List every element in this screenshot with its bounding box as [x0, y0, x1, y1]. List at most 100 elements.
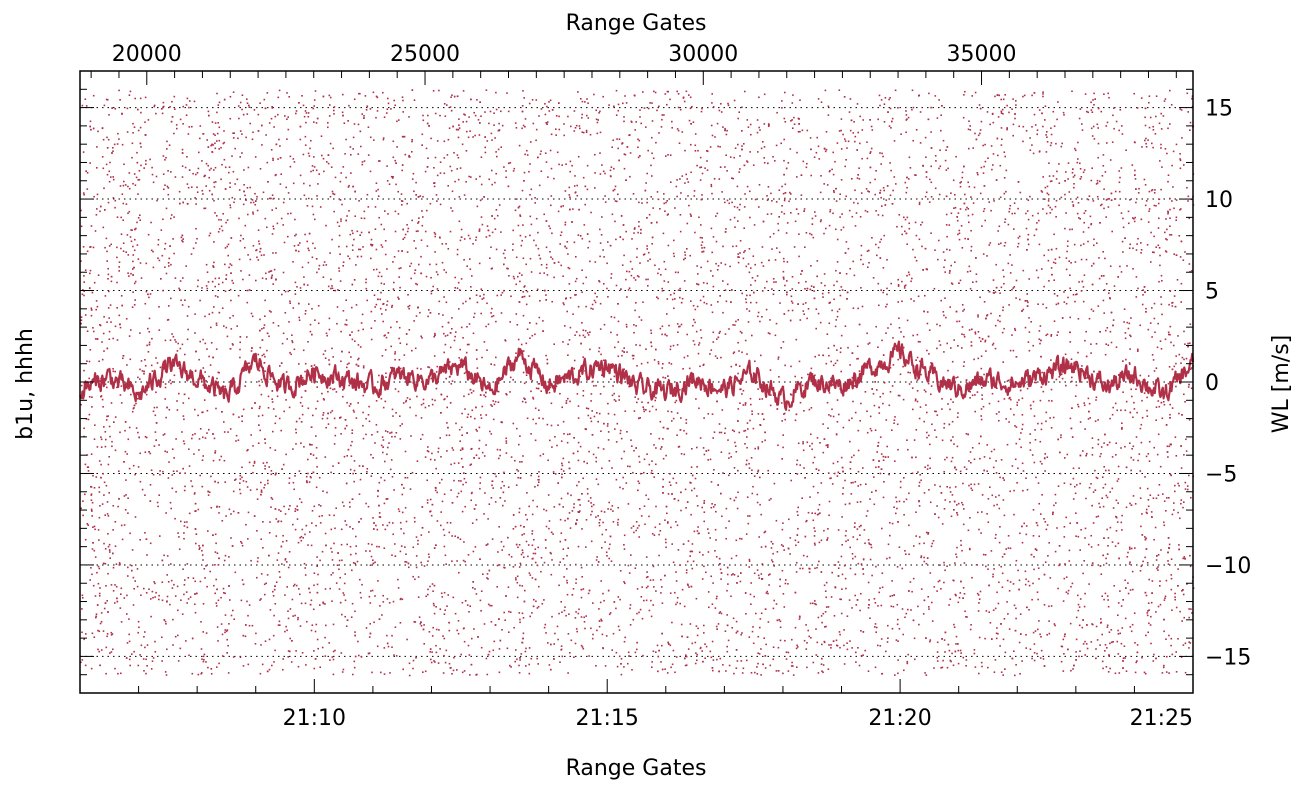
data-point: [1105, 283, 1108, 285]
data-point: [260, 393, 263, 396]
data-point: [968, 265, 971, 268]
data-point: [391, 306, 393, 308]
data-point: [1103, 312, 1105, 314]
data-point: [1175, 671, 1178, 673]
data-point: [565, 163, 567, 165]
data-point: [627, 503, 630, 505]
data-point: [726, 199, 729, 202]
data-point: [218, 506, 221, 508]
data-point: [1058, 256, 1061, 259]
data-point: [307, 197, 310, 200]
data-point: [201, 380, 203, 382]
data-point: [711, 93, 713, 95]
data-point: [442, 528, 445, 531]
data-point: [239, 156, 241, 158]
data-point: [570, 494, 572, 497]
data-point: [774, 334, 777, 337]
data-point: [594, 261, 597, 263]
data-point: [610, 508, 612, 511]
data-point: [973, 652, 976, 655]
data-point: [938, 340, 941, 342]
data-point: [274, 603, 277, 605]
data-point: [1031, 126, 1033, 128]
data-point: [329, 659, 331, 661]
data-point: [607, 296, 609, 298]
data-point: [365, 433, 367, 436]
data-point: [1073, 174, 1076, 177]
data-point: [968, 185, 971, 188]
data-point: [1069, 228, 1071, 231]
data-point: [330, 278, 332, 281]
data-point: [360, 255, 363, 258]
data-point: [1177, 638, 1179, 640]
data-point: [734, 445, 737, 447]
data-point: [293, 488, 295, 491]
data-point: [607, 241, 609, 243]
data-point: [611, 505, 614, 507]
data-point: [638, 225, 640, 228]
data-point: [326, 491, 328, 494]
data-point: [697, 627, 699, 630]
data-point: [169, 379, 171, 382]
data-point: [174, 339, 176, 341]
data-point: [623, 450, 625, 453]
data-point: [1113, 285, 1116, 287]
data-point: [748, 558, 751, 561]
data-point: [822, 612, 825, 615]
data-point: [205, 285, 208, 287]
data-point: [202, 655, 205, 658]
data-point: [547, 494, 550, 496]
data-point: [767, 125, 770, 127]
data-point: [980, 367, 983, 370]
data-point: [1077, 603, 1080, 606]
data-point: [324, 456, 327, 458]
data-point: [1040, 649, 1043, 652]
data-point: [817, 491, 819, 494]
data-point: [199, 474, 201, 477]
data-point: [1131, 570, 1134, 573]
data-point: [332, 623, 335, 626]
data-point: [966, 206, 968, 209]
data-point: [970, 487, 972, 490]
data-point: [354, 340, 356, 342]
data-point: [287, 192, 290, 194]
data-point: [294, 475, 296, 477]
data-point: [318, 504, 320, 506]
data-point: [403, 135, 406, 138]
data-point: [452, 669, 455, 672]
data-point: [1095, 183, 1098, 185]
data-point: [700, 646, 702, 649]
data-point: [525, 665, 527, 667]
data-point: [684, 664, 687, 667]
data-point: [496, 155, 498, 158]
data-point: [860, 244, 863, 247]
data-point: [915, 234, 918, 237]
data-point: [1187, 386, 1190, 388]
data-point: [997, 400, 1000, 403]
data-point: [501, 549, 503, 551]
data-point: [1011, 264, 1013, 266]
data-point: [960, 539, 962, 542]
data-point: [1128, 247, 1131, 249]
data-point: [301, 413, 304, 416]
data-point: [642, 254, 645, 256]
data-point: [463, 477, 466, 480]
data-point: [866, 431, 869, 434]
data-point: [638, 482, 641, 485]
data-point: [870, 125, 873, 128]
data-point: [537, 475, 540, 478]
data-point: [259, 102, 261, 104]
data-point: [415, 657, 417, 659]
data-point: [667, 493, 670, 495]
data-point: [882, 267, 885, 269]
data-point: [980, 532, 982, 534]
data-point: [105, 237, 108, 240]
data-point: [214, 134, 216, 136]
data-point: [287, 116, 289, 118]
data-point: [93, 380, 96, 383]
data-point: [282, 201, 285, 204]
data-point: [771, 200, 773, 202]
data-point: [331, 347, 333, 350]
data-point: [875, 325, 877, 328]
data-point: [164, 386, 167, 389]
